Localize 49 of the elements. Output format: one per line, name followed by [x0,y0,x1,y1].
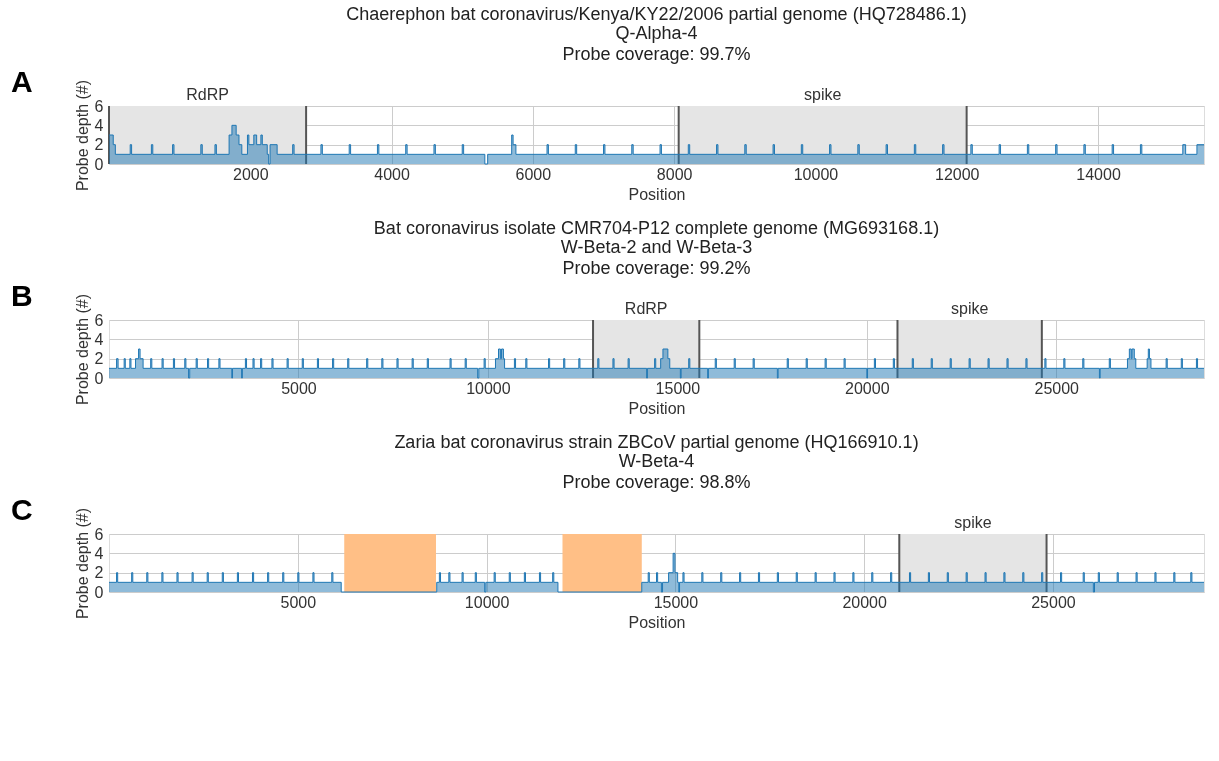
x-tick-label: 10000 [466,379,511,397]
x-tick-label: 5000 [280,593,317,611]
x-tick-label: 15000 [655,379,701,397]
y-tick-label: 4 [94,330,104,348]
x-axis-title: Position [628,613,686,631]
x-tick-label: 2000 [232,165,269,183]
text: B [11,279,33,312]
x-tick-label: 14000 [1076,165,1121,183]
y-tick-label: 2 [94,136,104,154]
chart-subtitle: Q-Alpha-4 Probe coverage: 99.7% [562,23,751,64]
y-axis-title: Probe depth (#) [73,293,91,406]
x-tick-label: 8000 [656,165,693,183]
y-tick-label: 6 [94,311,104,329]
x-tick-label: 10000 [464,593,510,611]
band-label: spike [803,86,842,103]
band-label: RdRP [186,86,229,103]
band-label: RdRP [624,300,668,317]
chart-title: Bat coronavirus isolate CMR704-P12 complete genome (MG693168.1) [373,218,940,238]
x-axis-title: Position [628,185,686,203]
x-tick-label: 25000 [1031,593,1076,611]
y-tick-label: 6 [94,97,104,115]
x-tick-label: 4000 [374,165,410,183]
x-tick-label: 10000 [793,165,839,183]
chart-title: Zaria bat coronavirus strain ZBCoV partial genome (HQ166910.1) [394,432,919,452]
band-label: spike [954,514,992,531]
y-tick-label: 0 [94,583,104,601]
y-tick-label: 4 [94,544,104,562]
y-tick-label: 0 [94,369,104,387]
y-tick-label: 0 [94,155,104,173]
y-tick-label: 6 [94,525,104,543]
text: A [11,65,33,98]
band-label: spike [950,300,989,317]
x-tick-label: 6000 [515,165,552,183]
x-tick-label: 20000 [842,593,888,611]
text: C [11,493,33,526]
y-axis-title: Probe depth (#) [73,79,91,192]
x-tick-label: 12000 [934,165,980,183]
chart-subtitle: W-Beta-2 and W-Beta-3 Probe coverage: 99.2% [560,237,753,278]
x-tick-label: 25000 [1034,379,1080,397]
x-tick-label: 5000 [281,379,317,397]
y-tick-label: 2 [94,564,104,582]
y-tick-label: 2 [94,350,104,368]
chart-subtitle: W-Beta-4 Probe coverage: 98.8% [562,451,751,492]
chart-title: Chaerephon bat coronavirus/Kenya/KY22/2006 partial genome (HQ728486.1) [346,4,967,24]
x-tick-label: 15000 [653,593,699,611]
x-axis-title: Position [628,399,686,417]
x-tick-label: 20000 [845,379,890,397]
y-tick-label: 4 [94,116,104,134]
y-axis-title: Probe depth (#) [73,507,91,620]
